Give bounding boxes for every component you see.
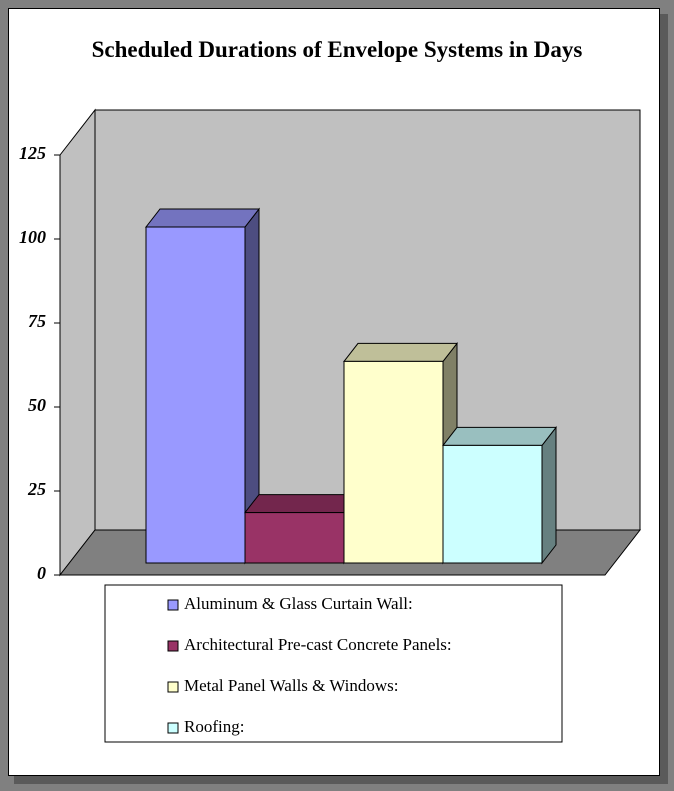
y-tick-label: 0	[37, 563, 46, 583]
y-tick-label: 75	[28, 311, 46, 331]
bar	[442, 444, 543, 564]
legend-label: Aluminum & Glass Curtain Wall:	[184, 594, 413, 613]
y-tick-label: 50	[28, 395, 46, 415]
legend-swatch	[167, 681, 179, 693]
legend-swatch	[167, 599, 179, 611]
bar-top	[441, 426, 558, 446]
bar-top	[144, 208, 261, 228]
legend-swatch	[167, 640, 179, 652]
bar	[343, 360, 444, 564]
legend-label: Metal Panel Walls & Windows:	[184, 676, 399, 695]
bar	[244, 512, 345, 564]
y-tick-label: 100	[19, 227, 46, 247]
y-tick-label: 25	[27, 479, 46, 499]
legend-label: Roofing:	[184, 717, 244, 736]
bar-top	[243, 494, 360, 514]
y-tick-label: 125	[19, 143, 46, 163]
side-wall	[59, 108, 96, 577]
legend-label: Architectural Pre-cast Concrete Panels:	[184, 635, 452, 654]
bar-top	[342, 342, 459, 362]
legend-swatch	[167, 722, 179, 734]
bar-side	[541, 425, 557, 565]
legend	[104, 584, 563, 743]
chart-title: Scheduled Durations of Envelope Systems …	[91, 37, 583, 62]
bar	[145, 226, 246, 564]
